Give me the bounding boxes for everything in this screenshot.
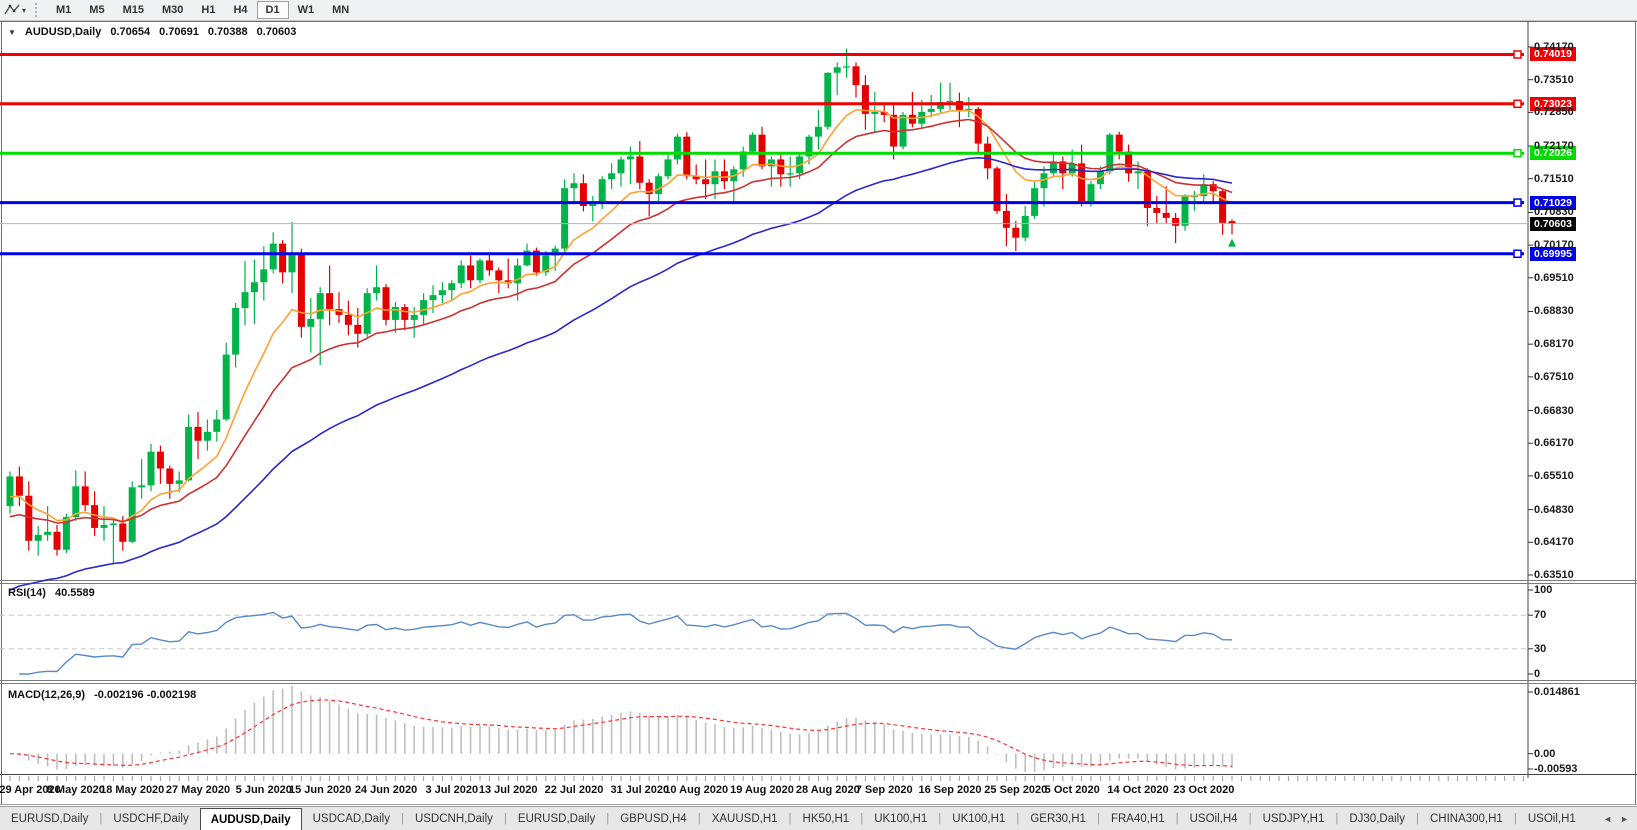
tab-DJ30-Daily[interactable]: DJ30,Daily: [1349, 813, 1405, 825]
chart-tab-bar: EURUSD,Daily | USDCHF,Daily AUDUSD,Daily USD…: [0, 806, 1637, 830]
timeframe-button-H4[interactable]: H4: [233, 4, 248, 16]
chart-title-bar: ▼ AUDUSD,Daily 0.70654 0.70691 0.70388 0…: [8, 26, 296, 38]
timeframe-button-M5[interactable]: M5: [89, 4, 105, 16]
timeframe-button-M30[interactable]: M30: [161, 4, 184, 16]
tab-UK100-H1[interactable]: UK100,H1: [952, 813, 1006, 825]
tab-separator: |: [1096, 813, 1100, 825]
tab-separator: |: [99, 813, 103, 825]
tab-separator: |: [1016, 813, 1020, 825]
tab-separator: |: [606, 813, 610, 825]
chart-symbol-title: AUDUSD,Daily: [24, 26, 102, 38]
tab-CHINA300-H1[interactable]: CHINA300,H1: [1429, 813, 1503, 825]
tab-scrollers: ◄ ►: [1595, 807, 1637, 830]
tab-USDJPY-H1[interactable]: USDJPY,H1: [1262, 813, 1325, 825]
tab-FRA40-H1[interactable]: FRA40,H1: [1110, 813, 1165, 825]
tab-AUDUSD-Daily[interactable]: AUDUSD,Daily: [199, 808, 302, 830]
tab-separator: |: [697, 813, 701, 825]
timeframe-button-H1[interactable]: H1: [201, 4, 216, 16]
drawing-tool-icon: [4, 4, 20, 15]
ohlc-low: 0.70388: [207, 26, 248, 38]
timeframe-button-W1[interactable]: W1: [297, 4, 315, 16]
tab-separator: |: [788, 813, 792, 825]
tab-USDCAD-Daily[interactable]: USDCAD,Daily: [312, 813, 390, 825]
tab-USOil-H1[interactable]: USOil,H1: [1527, 813, 1576, 825]
tab-separator: |: [1513, 813, 1517, 825]
tab-separator: |: [1415, 813, 1419, 825]
tab-USOil-H4[interactable]: USOil,H4: [1189, 813, 1238, 825]
tab-USDCNH-Daily[interactable]: USDCNH,Daily: [414, 813, 493, 825]
timeframe-button-M1[interactable]: M1: [56, 4, 72, 16]
timeframe-button-D1[interactable]: D1: [256, 1, 289, 19]
collapse-triangle-icon[interactable]: ▼: [8, 27, 16, 37]
tabs-holder: EURUSD,Daily | USDCHF,Daily AUDUSD,Daily USD…: [0, 807, 1587, 830]
rsi-pane-label: RSI(14) 40.5589: [8, 587, 95, 599]
rsi-name: RSI(14): [8, 587, 46, 599]
chart-area[interactable]: [0, 21, 1637, 806]
tab-HK50-H1[interactable]: HK50,H1: [802, 813, 850, 825]
ohlc-high: 0.70691: [159, 26, 199, 38]
macd-name: MACD(12,26,9): [8, 689, 86, 701]
macd-pane-label: MACD(12,26,9) -0.002196 -0.002198: [8, 689, 196, 701]
tab-UK100-H1[interactable]: UK100,H1: [874, 813, 928, 825]
ohlc-open: 0.70654: [110, 26, 151, 38]
tab-scroll-right-icon[interactable]: ►: [1620, 814, 1629, 824]
tab-scroll-left-icon[interactable]: ◄: [1603, 814, 1613, 824]
macd-values: -0.002196 -0.002198: [94, 689, 197, 701]
tab-EURUSD-Daily[interactable]: EURUSD,Daily: [11, 813, 89, 825]
tab-USDCHF-Daily[interactable]: USDCHF,Daily: [113, 813, 189, 825]
timeframe-button-M15[interactable]: M15: [122, 4, 144, 16]
tab-XAUUSD-H1[interactable]: XAUUSD,H1: [711, 813, 778, 825]
tab-separator: |: [860, 813, 864, 825]
tab-separator: |: [1175, 813, 1179, 825]
tab-separator: |: [1248, 813, 1252, 825]
dropdown-arrow-icon[interactable]: ▾: [22, 5, 27, 15]
tab-separator: |: [938, 813, 942, 825]
timeframe-button-MN[interactable]: MN: [332, 4, 350, 16]
timeframe-toolbar: ▾ M1 M5 M15 M30 H1 H4 D1 W1 MN: [0, 0, 1637, 21]
ohlc-close: 0.70603: [256, 26, 297, 38]
tab-separator: |: [1335, 813, 1339, 825]
drawing-tool-button[interactable]: ▾: [0, 3, 30, 17]
timeframe-buttons: M1 M5 M15 M30 H1 H4 D1 W1 MN: [47, 1, 358, 19]
tab-GBPUSD-H4[interactable]: GBPUSD,H4: [620, 813, 687, 825]
toolbar-grip: [35, 3, 42, 17]
tab-EURUSD-Daily[interactable]: EURUSD,Daily: [517, 813, 596, 825]
tab-GER30-H1[interactable]: GER30,H1: [1030, 813, 1086, 825]
tab-separator: |: [503, 813, 507, 825]
tab-separator: |: [400, 813, 404, 825]
rsi-value: 40.5589: [54, 587, 95, 599]
